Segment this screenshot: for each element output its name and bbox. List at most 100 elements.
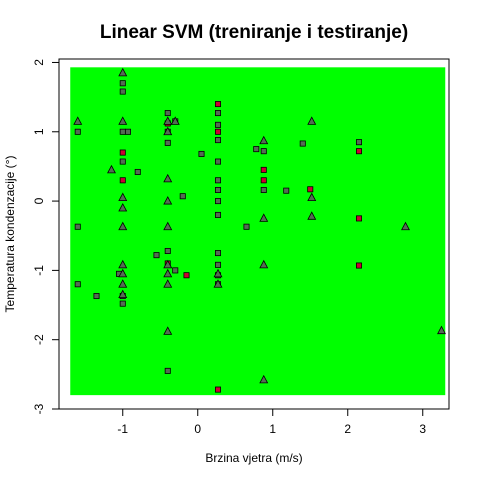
triangle-point [118, 221, 128, 231]
triangle-point [163, 126, 173, 136]
square-point [214, 250, 221, 257]
square-point [134, 168, 141, 175]
triangle-point [170, 116, 180, 125]
square-point [119, 128, 126, 135]
triangle-point [118, 289, 128, 299]
triangle-point [118, 279, 128, 288]
triangle-point [259, 135, 269, 145]
triangle-point [259, 259, 269, 269]
triangle-point [118, 268, 128, 278]
triangle-point [401, 221, 410, 231]
x-axis-label: Brzina vjetra (m/s) [205, 451, 302, 465]
square-point [93, 293, 100, 300]
triangle-point [163, 259, 173, 269]
triangle-point [163, 221, 173, 231]
triangle-point [118, 192, 128, 202]
square-point [172, 267, 179, 274]
triangle-point [259, 213, 269, 222]
square-point [253, 146, 260, 153]
chart-title: Linear SVM (treniranje i testiranje) [100, 22, 408, 43]
red-square-point [183, 272, 190, 279]
square-point [214, 110, 221, 117]
x-tick-label: -1 [117, 422, 128, 436]
triangle-point [213, 268, 223, 278]
plot-frame [58, 58, 450, 410]
square-point [299, 140, 306, 147]
square-point [119, 158, 126, 165]
decision-region [70, 67, 446, 396]
red-square-point [355, 148, 362, 155]
red-square-point [260, 166, 267, 173]
square-point [125, 128, 132, 135]
data-points [73, 67, 446, 393]
square-point [119, 80, 126, 87]
square-point [164, 367, 171, 374]
y-tick-label: 1 [32, 128, 46, 135]
triangle-point [118, 259, 128, 269]
x-tick-label: 0 [194, 422, 201, 436]
triangle-point [163, 116, 173, 125]
triangle-point [307, 116, 317, 125]
square-point [74, 128, 81, 135]
triangle-point [163, 268, 173, 278]
red-square-point [307, 186, 314, 193]
x-tick-label: 2 [344, 422, 351, 436]
square-point [214, 137, 221, 144]
triangle-point [163, 196, 173, 205]
red-square-point [214, 101, 221, 108]
square-point [74, 223, 81, 230]
triangle-point [163, 173, 173, 183]
triangle-point [307, 211, 317, 220]
red-square-point [119, 149, 126, 156]
x-axis: -1 0 1 2 3 [117, 409, 426, 436]
y-tick-label: -2 [32, 334, 46, 345]
x-tick-label: 3 [419, 422, 426, 436]
red-square-point [214, 128, 221, 135]
square-point [260, 186, 267, 193]
square-point [355, 139, 362, 146]
square-point [179, 193, 186, 200]
square-point [214, 158, 221, 165]
triangle-point [163, 279, 173, 288]
triangle-point [307, 192, 317, 202]
y-tick-label: -1 [32, 265, 46, 276]
x-tick-label: 1 [269, 422, 276, 436]
y-tick-label: -3 [32, 403, 46, 414]
square-point [243, 223, 250, 230]
y-axis-label: Temperatura kondenzacije (°) [3, 156, 17, 313]
triangle-point [118, 202, 128, 212]
square-point [74, 281, 81, 288]
triangle-point [259, 374, 269, 384]
red-square-point [214, 386, 221, 393]
red-square-point [119, 177, 126, 184]
triangle-point [118, 116, 128, 125]
red-square-point [355, 215, 362, 222]
triangle-point [107, 164, 116, 174]
square-point [214, 198, 221, 205]
triangle-point [118, 67, 128, 77]
triangle-point [163, 326, 173, 335]
triangle-point [437, 325, 446, 335]
square-point [283, 187, 290, 194]
square-point [164, 139, 171, 146]
square-point [214, 121, 221, 128]
square-point [119, 88, 126, 95]
square-point [214, 211, 221, 218]
square-point [198, 150, 205, 157]
square-point [260, 148, 267, 155]
y-tick-label: 0 [32, 197, 46, 204]
red-square-point [355, 262, 362, 269]
triangle-point [213, 279, 223, 288]
y-axis: -3 -2 -1 0 1 2 [32, 59, 59, 414]
square-point [214, 186, 221, 193]
square-point [214, 261, 221, 268]
red-square-point [260, 177, 267, 184]
square-point [119, 300, 126, 307]
square-point [164, 110, 171, 117]
square-point [164, 247, 171, 254]
square-point [153, 252, 160, 259]
triangle-point [73, 116, 83, 125]
square-point [214, 177, 221, 184]
y-tick-label: 2 [32, 59, 46, 66]
